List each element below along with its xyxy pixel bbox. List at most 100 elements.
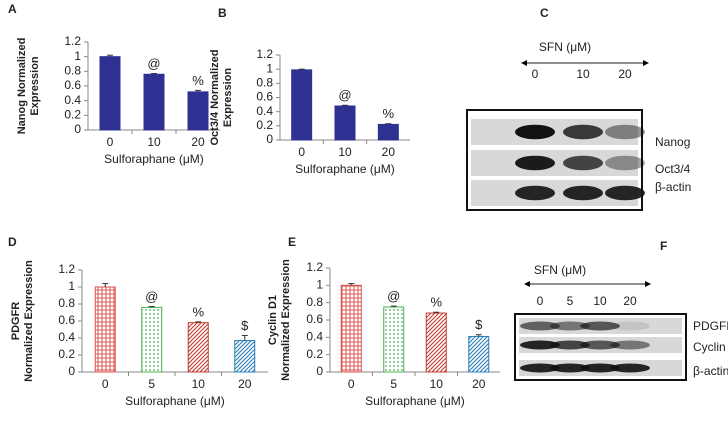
significance-mark: $ (475, 317, 483, 332)
significance-mark: % (192, 304, 204, 319)
y-tick-label: 1 (74, 49, 81, 63)
blot-band (550, 363, 590, 373)
x-axis-label: Sulforaphane (μM) (125, 394, 225, 408)
bar (187, 322, 209, 373)
y-axis-label: PDGFR (10, 302, 22, 341)
bar (143, 73, 165, 131)
y-tick-label: 0 (68, 364, 75, 378)
error-bar (342, 104, 348, 106)
significance-mark: @ (147, 56, 160, 71)
x-tick-label: 0 (107, 135, 114, 149)
error-bar (241, 334, 248, 341)
y-tick-label: 0.2 (306, 347, 323, 361)
lane-label: 10 (593, 294, 607, 308)
error-bar (385, 123, 392, 125)
y-tick-label: 0.4 (58, 330, 75, 344)
blot-band (605, 155, 645, 171)
y-tick-label: 0 (266, 132, 273, 146)
y-tick-label: 0.6 (58, 313, 75, 327)
blot-band (610, 340, 650, 350)
y-tick-label: 0.8 (306, 295, 323, 309)
y-tick-label: 0.4 (256, 104, 273, 118)
y-tick-label: 1 (68, 279, 75, 293)
x-axis-label: Sulforaphane (μM) (104, 152, 204, 166)
x-tick-label: 10 (192, 377, 206, 391)
error-bar (348, 283, 355, 286)
x-tick-label: 20 (382, 145, 396, 159)
error-bar (102, 283, 109, 287)
x-tick-label: 5 (390, 377, 397, 391)
y-tick-label: 1.2 (64, 34, 81, 48)
y-tick-label: 0.2 (58, 347, 75, 361)
bar (468, 335, 490, 373)
bar (340, 284, 362, 373)
y-tick-label: 0.2 (256, 118, 273, 132)
y-tick-label: 0.8 (256, 76, 273, 90)
bar (383, 306, 405, 373)
y-tick-label: 0.8 (64, 64, 81, 78)
x-axis-label: Sulforaphane (μM) (365, 394, 465, 408)
blot-row-label: Oct3/4 (655, 162, 691, 176)
bar (187, 91, 209, 131)
blot-band (563, 124, 603, 140)
y-tick-label: 1 (266, 61, 273, 75)
y-tick-label: 1.2 (256, 47, 273, 61)
blot-band (580, 340, 620, 350)
panel-label: E (288, 235, 296, 249)
y-tick-label: 0.6 (256, 90, 273, 104)
bar (141, 306, 163, 373)
bar (94, 286, 116, 373)
y-tick-label: 0.4 (306, 330, 323, 344)
blot-band (605, 185, 645, 201)
blot-band (580, 321, 620, 331)
x-tick-label: 10 (430, 377, 444, 391)
lane-label: 20 (623, 294, 637, 308)
significance-mark: @ (338, 88, 351, 103)
error-bar (107, 54, 113, 57)
y-axis-label: Oct3/4 Normalized (209, 50, 221, 146)
blot-band (520, 340, 560, 350)
bar (425, 312, 447, 373)
blot-title: SFN (μM) (539, 40, 591, 54)
significance-mark: @ (145, 289, 158, 304)
lane-label: 5 (567, 294, 574, 308)
blot-row-label: Nanog (655, 135, 690, 149)
lane-label: 0 (532, 67, 539, 81)
y-axis-label: Expression (29, 56, 41, 116)
blot-band (515, 124, 555, 140)
blot-band (550, 340, 590, 350)
blot-band (563, 155, 603, 171)
x-tick-label: 0 (298, 145, 305, 159)
lane-label: 0 (537, 294, 544, 308)
blot-band (520, 363, 560, 373)
x-tick-label: 0 (102, 377, 109, 391)
error-bar (390, 305, 397, 307)
x-axis-label: Sulforaphane (μM) (295, 162, 395, 176)
y-tick-label: 0 (74, 122, 81, 136)
lane-label: 10 (576, 67, 590, 81)
panel-label: B (218, 6, 227, 20)
bar (377, 123, 399, 141)
blot-row-label: β-actin (655, 180, 691, 194)
significance-mark: % (383, 106, 395, 121)
panel-label: D (8, 235, 17, 249)
panel-label: A (8, 2, 17, 16)
error-bar (151, 73, 157, 75)
error-bar (475, 334, 482, 337)
y-tick-label: 0 (316, 364, 323, 378)
y-tick-label: 0.6 (306, 312, 323, 326)
y-tick-label: 1.2 (58, 262, 75, 276)
significance-mark: @ (387, 289, 400, 304)
blot-band (605, 124, 645, 140)
error-bar (433, 311, 440, 314)
y-tick-label: 0.2 (64, 108, 81, 122)
blot-band (580, 363, 620, 373)
y-tick-label: 0.6 (64, 78, 81, 92)
bar (234, 340, 256, 373)
x-tick-label: 20 (238, 377, 252, 391)
error-bar (195, 89, 201, 92)
error-bar (298, 68, 305, 70)
blot-title: SFN (μM) (534, 263, 586, 277)
significance-mark: % (192, 73, 204, 88)
y-tick-label: 0.8 (58, 296, 75, 310)
